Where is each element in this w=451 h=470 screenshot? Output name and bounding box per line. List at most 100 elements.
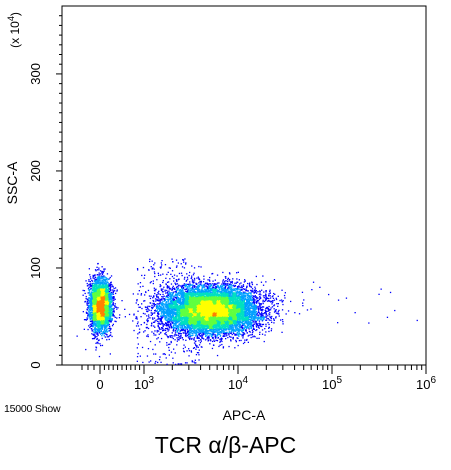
data-point xyxy=(88,294,90,296)
data-point xyxy=(97,341,99,343)
data-point xyxy=(97,287,99,290)
data-point xyxy=(97,320,99,323)
data-point xyxy=(88,317,90,319)
data-point xyxy=(92,284,94,286)
data-point xyxy=(169,287,171,289)
data-point xyxy=(101,302,103,304)
data-point xyxy=(85,312,88,314)
data-point xyxy=(94,336,96,338)
data-point xyxy=(282,323,284,325)
data-point xyxy=(198,284,200,287)
data-point xyxy=(94,289,96,291)
data-point xyxy=(109,308,111,310)
data-point xyxy=(107,286,109,288)
data-point xyxy=(117,307,119,309)
data-point xyxy=(104,332,106,335)
data-point xyxy=(110,294,112,296)
data-point xyxy=(101,311,103,313)
data-point xyxy=(100,287,102,289)
data-point xyxy=(114,306,117,308)
data-point xyxy=(98,339,100,341)
data-point xyxy=(90,298,92,300)
data-point xyxy=(102,272,104,274)
data-point xyxy=(110,297,112,299)
data-point xyxy=(97,315,99,318)
data-point xyxy=(97,308,99,311)
data-point xyxy=(108,320,110,322)
data-point xyxy=(99,298,101,300)
data-point xyxy=(111,309,113,312)
data-point xyxy=(182,287,185,289)
data-point xyxy=(167,330,169,332)
data-point xyxy=(104,331,106,333)
data-point xyxy=(88,308,90,310)
data-point xyxy=(101,337,103,340)
data-point xyxy=(96,325,98,327)
data-point xyxy=(204,284,206,286)
data-point xyxy=(89,292,91,294)
data-point xyxy=(91,325,93,327)
data-point xyxy=(90,317,93,319)
data-point xyxy=(96,336,98,338)
data-point xyxy=(90,315,92,317)
data-point xyxy=(101,266,103,268)
data-point xyxy=(100,295,103,297)
data-point xyxy=(181,287,183,289)
data-point xyxy=(105,324,107,326)
data-point xyxy=(88,313,90,315)
data-point xyxy=(97,276,99,278)
data-point xyxy=(111,313,114,315)
data-point xyxy=(105,277,107,279)
data-point xyxy=(98,305,100,307)
data-point xyxy=(92,289,94,292)
data-point xyxy=(94,300,96,302)
data-point xyxy=(97,334,99,336)
data-point xyxy=(95,290,98,292)
data-point xyxy=(88,268,90,270)
data-point xyxy=(108,285,110,287)
data-point xyxy=(257,324,259,327)
data-point xyxy=(96,294,98,296)
data-point xyxy=(250,316,253,318)
data-point xyxy=(113,315,115,317)
data-point xyxy=(86,304,88,306)
data-point xyxy=(97,304,99,306)
data-point xyxy=(102,303,104,305)
data-point xyxy=(254,310,256,313)
data-point xyxy=(111,295,113,297)
data-point xyxy=(93,313,95,315)
data-point xyxy=(110,296,113,298)
data-point xyxy=(92,324,94,326)
data-point xyxy=(91,293,93,295)
data-point xyxy=(105,333,107,335)
data-point xyxy=(100,279,102,281)
data-point xyxy=(100,332,103,334)
data-point xyxy=(112,285,114,287)
data-point xyxy=(92,294,94,296)
data-point xyxy=(93,300,96,302)
data-point xyxy=(106,334,108,336)
data-point xyxy=(277,303,279,305)
data-point xyxy=(101,307,103,309)
data-point xyxy=(111,308,114,310)
data-point xyxy=(104,310,106,313)
data-point xyxy=(92,297,95,300)
data-point xyxy=(151,322,153,324)
data-point xyxy=(181,329,184,331)
data-point xyxy=(83,328,85,330)
data-point xyxy=(97,294,100,296)
data-point xyxy=(168,290,170,292)
data-point xyxy=(96,308,98,310)
data-point xyxy=(100,285,102,287)
data-point xyxy=(89,281,91,283)
data-point xyxy=(92,308,94,310)
data-point xyxy=(248,292,251,294)
data-point xyxy=(104,305,106,307)
data-point xyxy=(245,339,248,341)
data-point xyxy=(107,302,109,304)
data-point xyxy=(100,322,102,325)
data-point xyxy=(162,314,164,316)
data-point xyxy=(88,306,90,308)
data-point xyxy=(106,286,108,288)
data-point xyxy=(103,320,105,323)
